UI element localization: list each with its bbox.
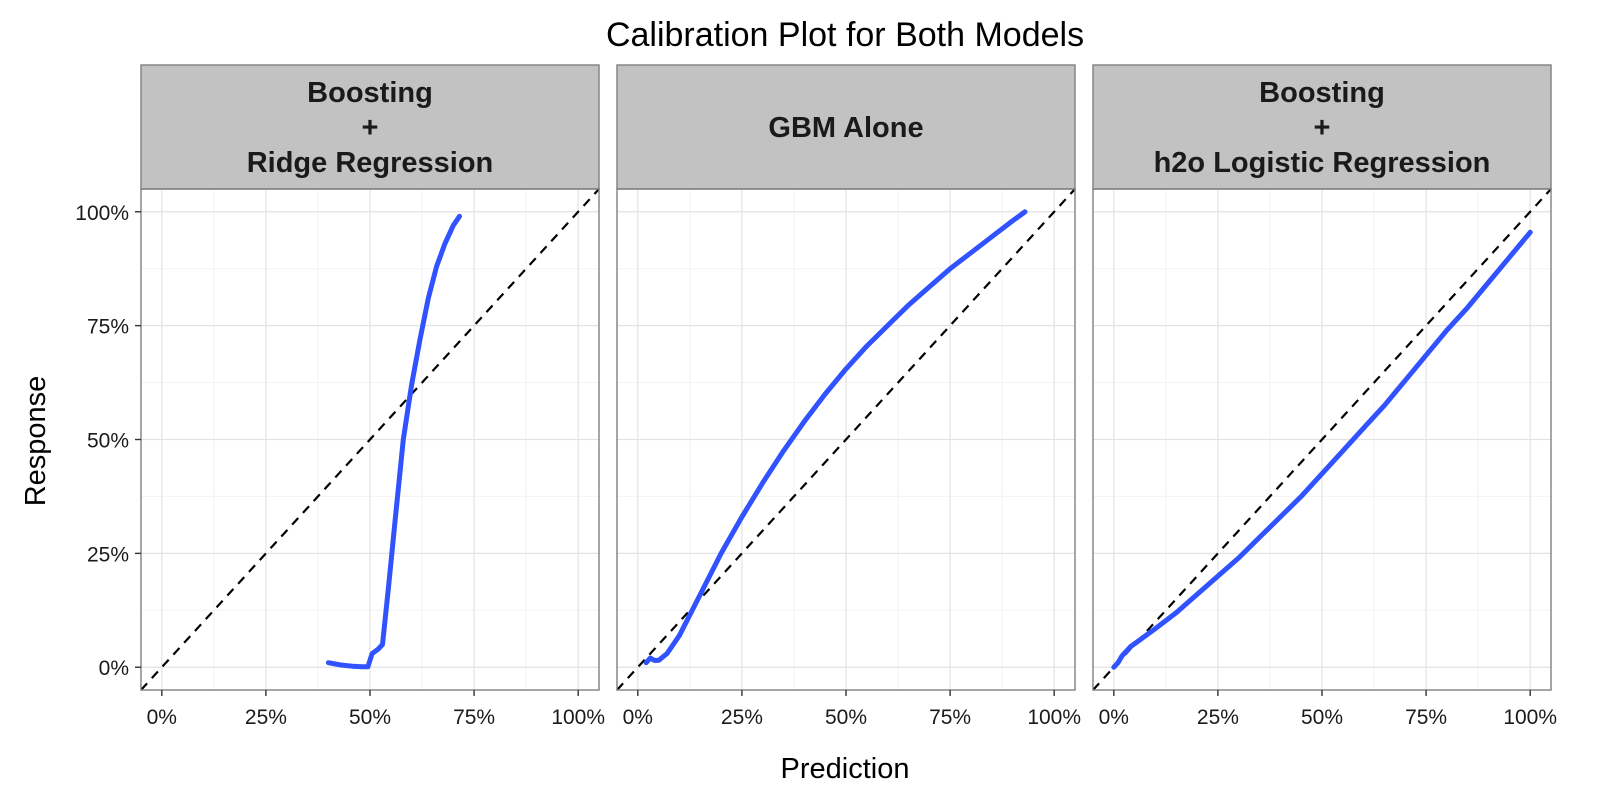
x-tick-label: 75%: [453, 706, 495, 729]
calibration-curve: [1111, 229, 1533, 670]
calibration-curve: [643, 209, 1028, 666]
x-tick-label: 100%: [1503, 706, 1557, 729]
y-tick-label: 25%: [87, 543, 129, 566]
x-tick-label: 0%: [147, 706, 177, 729]
y-tick-label: 100%: [75, 202, 129, 225]
y-tick-label: 0%: [99, 657, 129, 680]
chart-title: Calibration Plot for Both Models: [606, 16, 1084, 54]
x-tick-label: 25%: [1197, 706, 1239, 729]
facet-panel-1: Boosting+Ridge Regression 0% 25% 50% 75% 100%…: [75, 64, 605, 729]
x-tick-label: 0%: [1099, 706, 1129, 729]
x-tick-label: 50%: [825, 706, 867, 729]
facet-strip-label: GBM Alone: [768, 112, 923, 144]
y-axis-title: Response: [20, 376, 52, 507]
y-tick-label: 50%: [87, 430, 129, 453]
facet-panel-3: Boosting+h2o Logistic Regression 0% 25% 50%…: [1092, 64, 1557, 729]
facet-panel-2: GBM Alone 0% 25% 50% 75% 100%: [616, 64, 1081, 729]
facet-strip: [140, 64, 600, 190]
x-tick-label: 0%: [623, 706, 653, 729]
calibration-curve: [325, 213, 462, 670]
y-tick-label: 75%: [87, 316, 129, 339]
facet-strip-label: +: [1314, 112, 1331, 144]
facet-strip-label: Boosting: [1259, 77, 1385, 109]
facet-strip-label: +: [362, 112, 379, 144]
x-axis-title: Prediction: [781, 753, 910, 785]
facet-strip-label: Boosting: [307, 77, 433, 109]
x-tick-label: 50%: [349, 706, 391, 729]
x-tick-label: 25%: [721, 706, 763, 729]
x-tick-label: 50%: [1301, 706, 1343, 729]
reference-line: [1092, 188, 1552, 691]
facet-strip-label: Ridge Regression: [247, 147, 494, 179]
x-tick-label: 75%: [929, 706, 971, 729]
x-tick-label: 100%: [1027, 706, 1081, 729]
x-tick-label: 100%: [551, 706, 605, 729]
x-tick-label: 75%: [1405, 706, 1447, 729]
x-tick-label: 25%: [245, 706, 287, 729]
facet-strip-label: h2o Logistic Regression: [1154, 147, 1491, 179]
reference-line: [140, 188, 600, 691]
facet-strip: [1092, 64, 1552, 190]
